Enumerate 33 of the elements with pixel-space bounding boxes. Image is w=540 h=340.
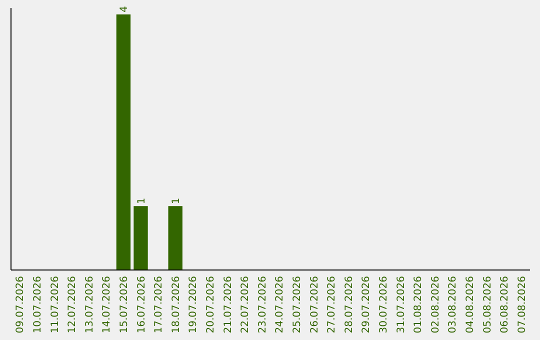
x-tick-label: 23.07.2026 [257,276,268,334]
x-tick-label: 26.07.2026 [309,276,320,334]
x-tick-label: 13.07.2026 [84,276,96,334]
data-label: 1 [136,198,148,204]
x-tick-label: 06.08.2026 [500,276,511,334]
x-tick-label: 18.07.2026 [170,276,182,334]
x-tick-label: 19.07.2026 [188,276,200,334]
x-tick-label: 11.07.2026 [50,276,61,334]
x-tick-label: 16.07.2026 [136,276,148,334]
x-tick-label: 22.07.2026 [240,276,252,334]
x-tick-label: 21.07.2026 [222,276,234,334]
x-tick-label: 10.07.2026 [32,276,44,334]
x-tick-label: 02.08.2026 [430,276,442,334]
x-tick-label: 01.08.2026 [413,276,424,334]
x-tick-label: 31.07.2026 [396,276,407,334]
x-tick-label: 03.08.2026 [448,276,459,334]
x-tick-label: 29.07.2026 [361,276,372,334]
x-tick-label: 24.07.2026 [274,276,286,334]
x-tick-label: 07.08.2026 [516,276,528,334]
data-label: 1 [170,198,182,204]
x-tick-label: 15.07.2026 [118,276,130,334]
x-tick-label: 09.07.2026 [15,276,26,334]
x-tick-label: 14.07.2026 [102,276,113,334]
x-tick-label: 30.07.2026 [378,276,390,334]
x-tick-label: 25.07.2026 [292,276,303,334]
x-tick-label: 12.07.2026 [67,276,78,334]
x-tick-label: 05.08.2026 [482,276,494,334]
data-label: 4 [118,6,130,12]
x-tick-label: 20.07.2026 [205,276,216,334]
x-tick-label: 17.07.2026 [154,276,165,334]
x-tick-label: 04.08.2026 [464,276,476,334]
x-tick-label: 28.07.2026 [344,276,355,334]
x-tick-label: 27.07.2026 [326,276,338,334]
